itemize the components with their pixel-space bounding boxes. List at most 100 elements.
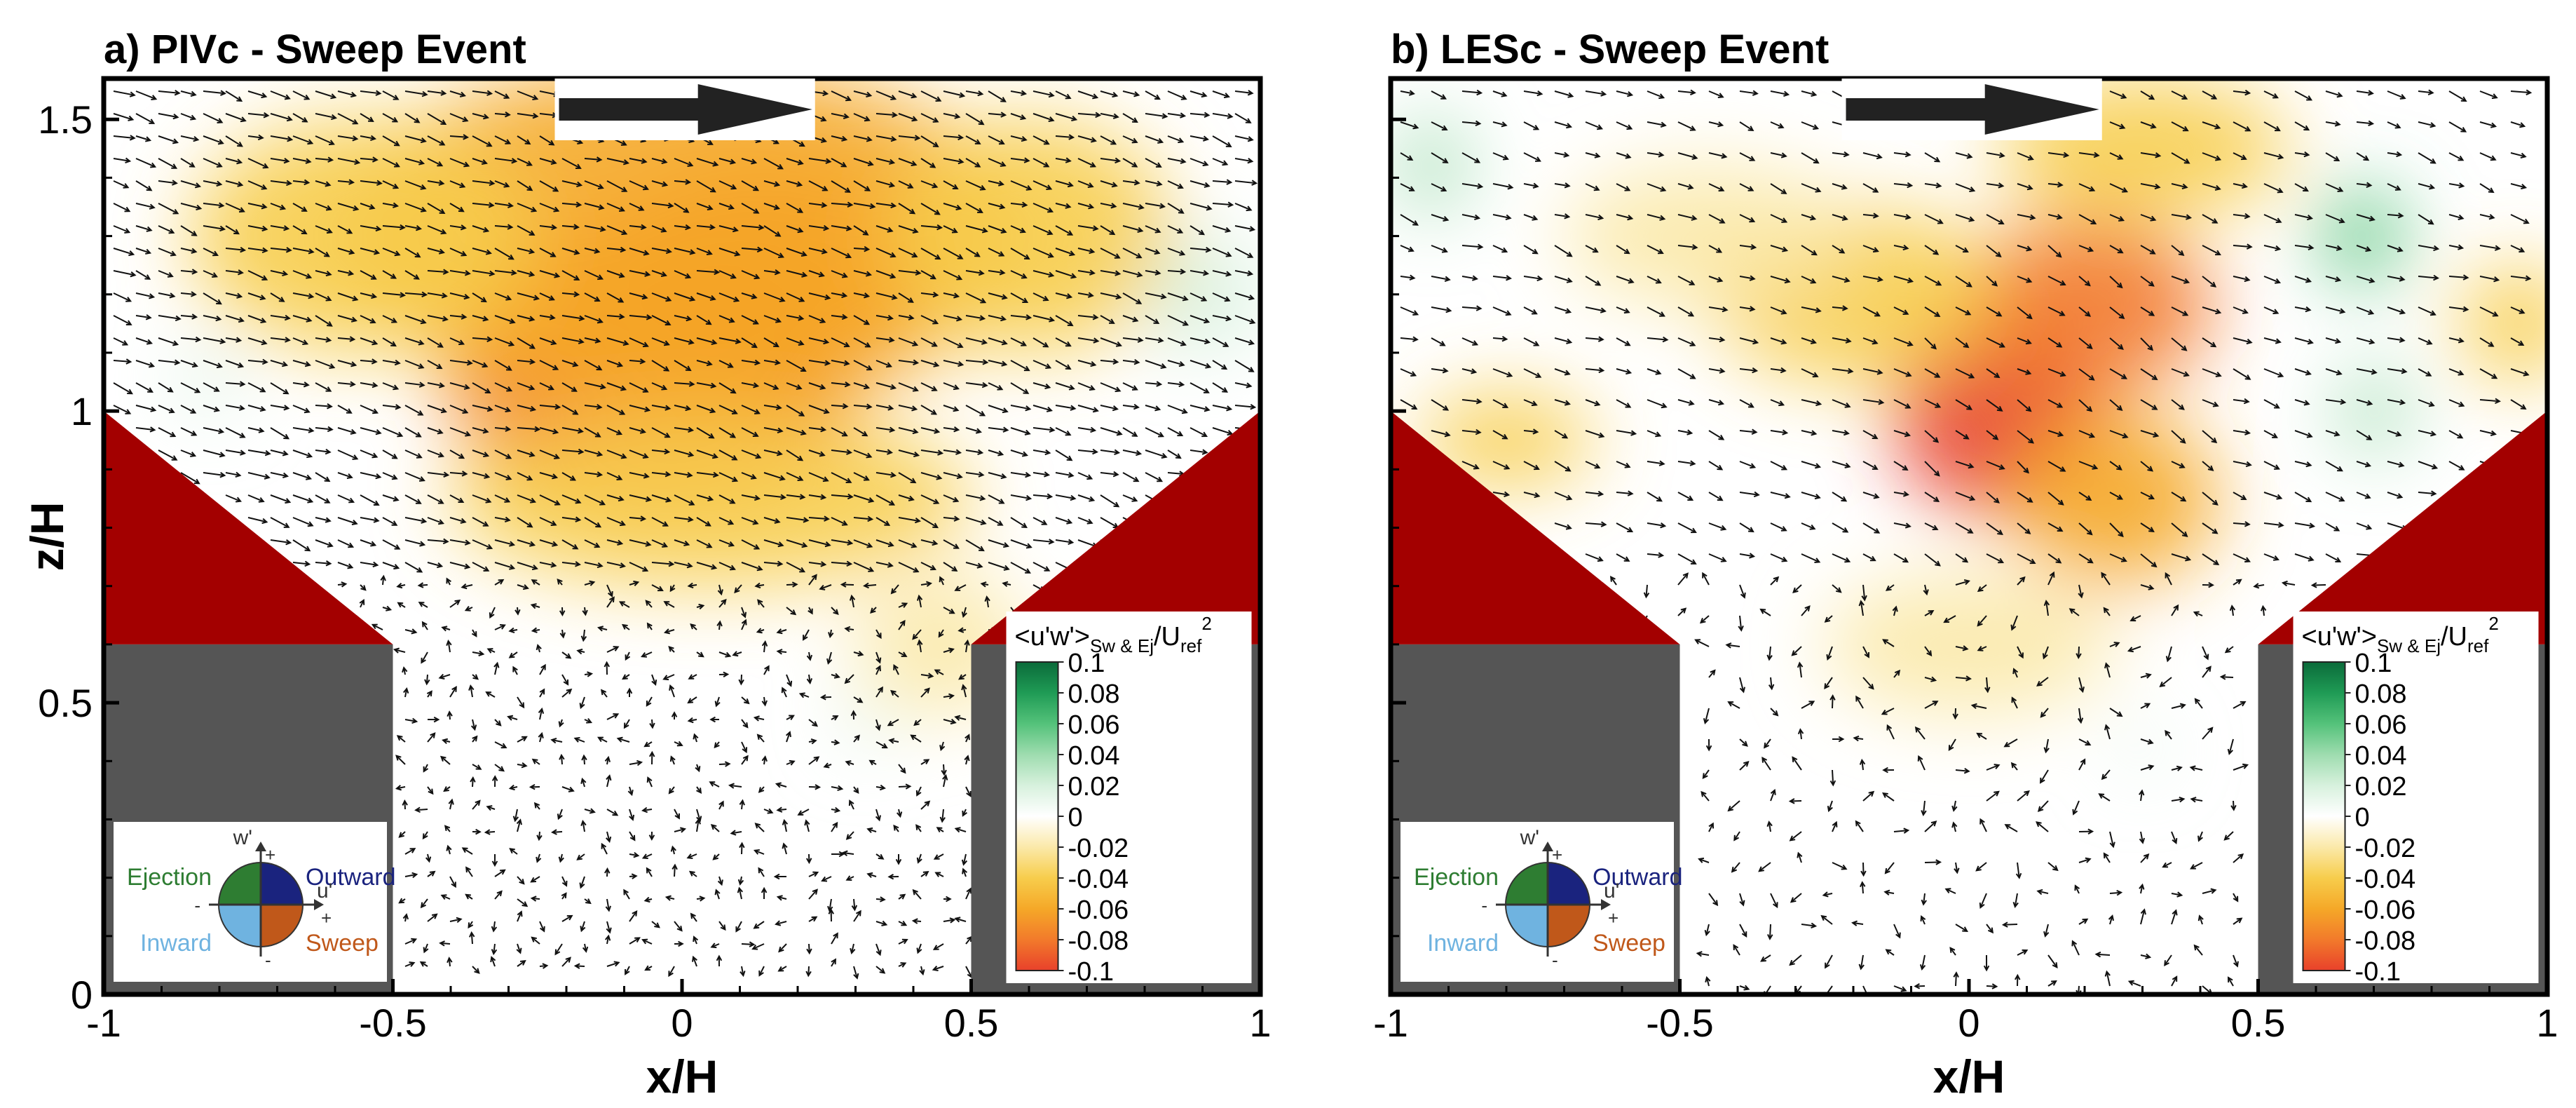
vector-arrow xyxy=(203,360,222,367)
vector-arrow xyxy=(943,158,963,163)
vector-arrow-head xyxy=(1115,341,1122,347)
vector-arrow-head xyxy=(661,158,668,165)
vector-arrow xyxy=(1055,113,1077,121)
vector-arrow xyxy=(113,405,130,414)
vector-arrow xyxy=(775,921,787,925)
vector-arrow xyxy=(2140,831,2144,843)
vector-arrow-head xyxy=(709,224,716,231)
vector-arrow-head xyxy=(522,584,529,590)
vector-arrow xyxy=(2510,399,2526,410)
vector-arrow-head xyxy=(2139,883,2145,890)
vector-arrow-head xyxy=(559,610,566,617)
vector-arrow-head xyxy=(912,633,918,640)
vector-arrow xyxy=(2128,646,2141,652)
vector-arrow-head xyxy=(957,342,964,349)
vector-arrow xyxy=(2325,430,2340,436)
vector-arrow xyxy=(539,382,554,391)
vector-arrow-head xyxy=(2116,405,2123,412)
vector-arrow xyxy=(1647,183,1665,191)
vector-arrow xyxy=(943,472,962,478)
vector-arrow-head xyxy=(711,564,718,570)
vector-arrow-head xyxy=(2118,216,2125,222)
vector-arrow-head xyxy=(530,877,537,883)
vector-arrow xyxy=(2356,399,2372,405)
vector-arrow-head xyxy=(582,609,588,616)
vector-arrow-head xyxy=(463,384,470,390)
vector-arrow xyxy=(180,450,196,457)
vector-arrow-head xyxy=(1967,528,1974,534)
vector-arrow-head xyxy=(1444,276,1451,282)
vector-arrow-head xyxy=(1747,527,1754,533)
vector-arrow-head xyxy=(2275,126,2281,132)
vector-arrow-head xyxy=(1112,405,1119,412)
vector-arrow xyxy=(494,869,505,877)
w-minus-label: - xyxy=(265,950,271,971)
vector-arrow xyxy=(741,562,763,571)
vector-arrow-head xyxy=(1824,683,1830,690)
colorbar-gradient xyxy=(1015,661,1059,971)
vector-arrow-head xyxy=(1025,405,1032,412)
vector-arrow-head xyxy=(1226,179,1233,185)
vector-arrow-head xyxy=(1183,320,1190,326)
vector-arrow-head xyxy=(687,582,694,589)
vector-arrow xyxy=(584,203,604,209)
vector-arrow xyxy=(561,427,583,433)
vector-arrow-head xyxy=(1717,464,1724,471)
vector-arrow xyxy=(2140,954,2151,958)
vector-arrow-head xyxy=(580,926,586,933)
vector-arrow-head xyxy=(2337,466,2343,472)
vector-arrow-head xyxy=(1597,556,1604,562)
vector-arrow xyxy=(1945,888,1956,894)
vector-arrow-head xyxy=(524,139,531,145)
vector-arrow-head xyxy=(798,315,805,321)
vector-arrow xyxy=(1924,337,1937,349)
vector-arrow-head xyxy=(236,96,243,102)
vector-arrow-head xyxy=(2260,604,2267,612)
vector-arrow-head xyxy=(623,889,629,896)
vector-arrow-head xyxy=(2178,250,2185,257)
vector-arrow xyxy=(491,957,496,967)
vector-arrow-head xyxy=(2159,681,2166,688)
vector-arrow-head xyxy=(575,561,581,567)
vector-arrow-head xyxy=(2148,311,2155,316)
vector-arrow xyxy=(2325,245,2342,250)
vector-arrow-head xyxy=(303,381,310,388)
vector-arrow-head xyxy=(663,628,670,635)
vector-arrow-head xyxy=(2460,96,2467,102)
vector-arrow-head xyxy=(698,603,705,610)
vector-arrow xyxy=(360,292,376,298)
vector-arrow xyxy=(1739,522,1754,532)
vector-arrow-head xyxy=(2085,495,2092,501)
vector-arrow-head xyxy=(1025,471,1032,478)
vector-arrow xyxy=(404,539,425,546)
vector-arrow-head xyxy=(1813,158,1820,164)
vector-arrow-head xyxy=(899,619,906,626)
vector-arrow-head xyxy=(261,339,268,346)
heatmap-blob xyxy=(1396,119,1466,213)
vector-arrow-head xyxy=(2043,931,2050,938)
vector-arrow-head xyxy=(1935,859,1942,865)
vector-arrow xyxy=(1055,270,1076,278)
vector-arrow xyxy=(651,382,667,390)
vector-arrow xyxy=(2129,980,2141,987)
vector-arrow-head xyxy=(639,428,646,434)
vector-arrow-head xyxy=(217,118,224,123)
vector-arrow-head xyxy=(774,181,781,187)
vector-arrow-head xyxy=(1445,306,1452,313)
vector-arrow xyxy=(180,135,198,141)
vector-arrow-head xyxy=(396,583,403,589)
vector-arrow-head xyxy=(2427,89,2434,95)
vector-arrow-head xyxy=(2104,662,2111,669)
vector-arrow xyxy=(404,337,424,345)
vector-arrow xyxy=(1077,180,1093,188)
vector-arrow xyxy=(1768,821,1771,832)
vector-arrow-head xyxy=(327,321,333,327)
vector-arrow-head xyxy=(1247,90,1254,96)
vector-arrow-head xyxy=(1750,243,1757,250)
vector-arrow xyxy=(462,847,473,855)
vector-arrow xyxy=(2202,461,2214,471)
vector-arrow xyxy=(2099,793,2111,802)
vector-arrow-head xyxy=(1998,152,2005,158)
vector-arrow-head xyxy=(777,966,784,972)
vector-arrow-head xyxy=(458,453,465,459)
